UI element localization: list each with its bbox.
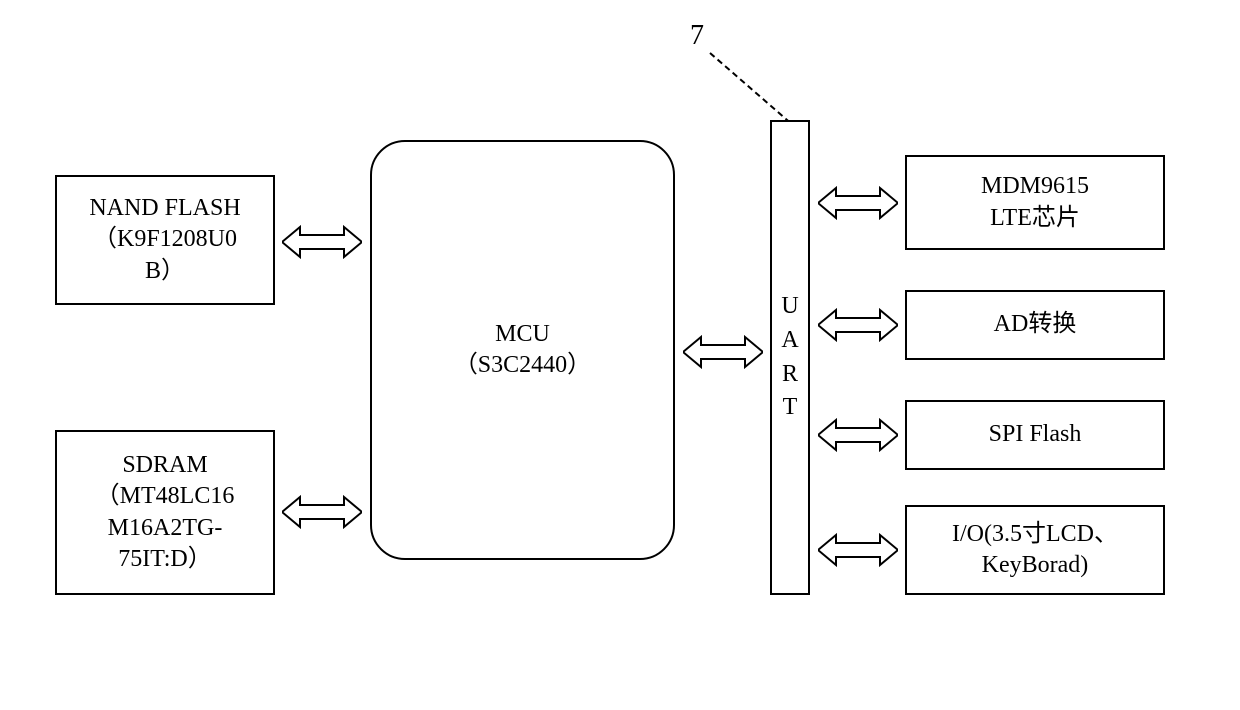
arrow-uart-spi <box>818 418 898 452</box>
spi-label: SPI Flash <box>989 419 1082 450</box>
arrow-uart-ad <box>818 308 898 342</box>
uart-box: UART <box>770 120 810 595</box>
ad-box: AD转换 <box>905 290 1165 360</box>
lte-box: MDM9615 LTE芯片 <box>905 155 1165 250</box>
ad-label: AD转换 <box>994 309 1077 340</box>
arrow-uart-io <box>818 533 898 567</box>
io-box: I/O(3.5寸LCD、 KeyBorad) <box>905 505 1165 595</box>
mcu-label: MCU （S3C2440） <box>454 319 591 381</box>
sdram-box: SDRAM （MT48LC16 M16A2TG- 75IT:D） <box>55 430 275 595</box>
arrow-mcu-uart <box>683 335 763 369</box>
arrow-nand-mcu <box>282 225 362 259</box>
arrow-uart-lte <box>818 186 898 220</box>
mcu-box: MCU （S3C2440） <box>370 140 675 560</box>
arrow-sdram-mcu <box>282 495 362 529</box>
sdram-label: SDRAM （MT48LC16 M16A2TG- 75IT:D） <box>96 450 235 575</box>
uart-label: UART <box>781 290 798 424</box>
nand-flash-box: NAND FLASH （K9F1208U0 B） <box>55 175 275 305</box>
lte-label: MDM9615 LTE芯片 <box>981 171 1089 233</box>
spi-box: SPI Flash <box>905 400 1165 470</box>
io-label: I/O(3.5寸LCD、 KeyBorad) <box>952 519 1118 581</box>
dashed-leader <box>709 52 790 123</box>
label-7: 7 <box>690 20 704 52</box>
nand-flash-label: NAND FLASH （K9F1208U0 B） <box>89 193 240 287</box>
